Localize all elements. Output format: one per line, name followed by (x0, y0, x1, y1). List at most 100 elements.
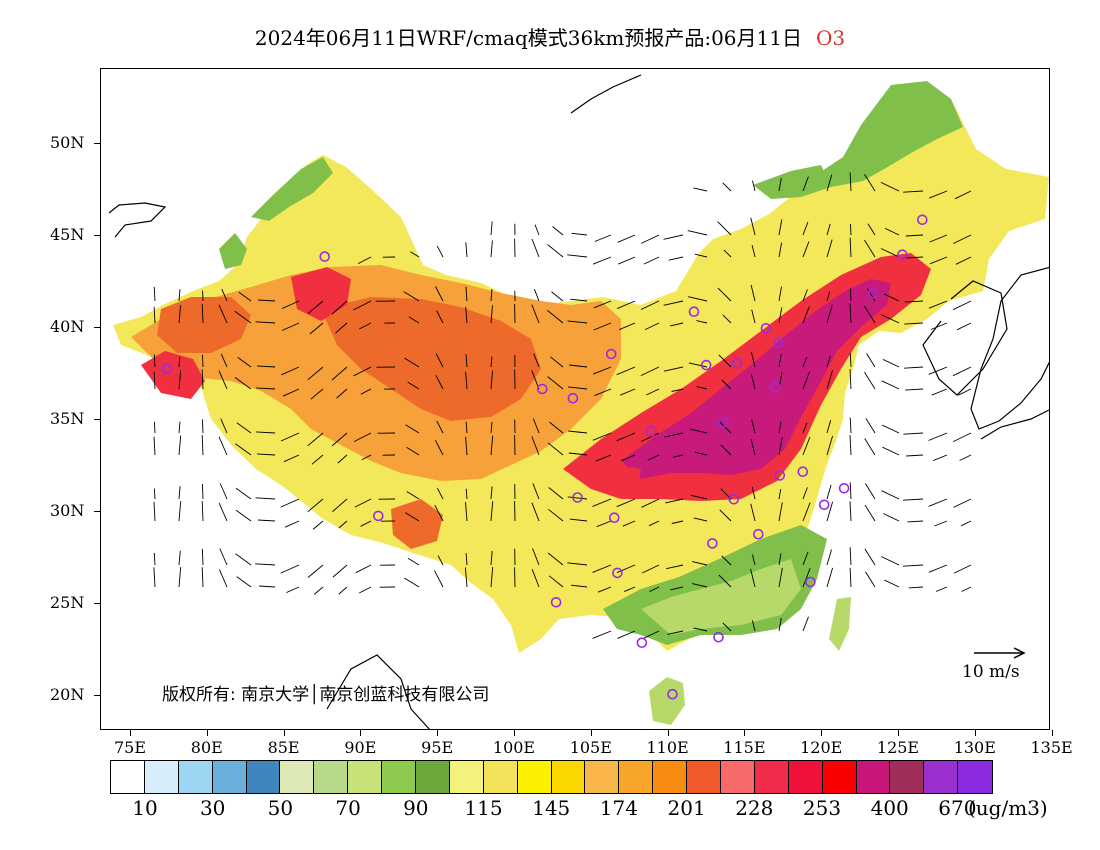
wind-vector (928, 564, 948, 573)
wind-vector (826, 501, 834, 522)
wind-vector (722, 182, 732, 192)
lon-label: 120E (800, 738, 843, 757)
wind-vector (465, 553, 468, 566)
wind-vector (884, 579, 900, 588)
wind-vector (465, 371, 468, 390)
wind-vector (547, 310, 564, 324)
wind-vector (826, 291, 831, 302)
wind-vector (331, 432, 348, 447)
lon-tick (437, 730, 439, 736)
wind-vector (435, 286, 444, 302)
wind-vector (153, 567, 156, 588)
wind-vector (234, 310, 252, 324)
wind-vector (778, 242, 783, 258)
wind-vector (750, 352, 756, 368)
wind-vector (283, 454, 300, 463)
wind-vector (930, 322, 948, 330)
wind-vector (849, 482, 852, 500)
wind-vector (201, 500, 204, 522)
monitoring-station (897, 249, 908, 260)
wind-vector (750, 503, 756, 522)
wind-vector (960, 520, 972, 527)
wind-vector (751, 554, 756, 566)
wind-vector (437, 555, 444, 566)
wind-vector (673, 454, 684, 458)
colorbar-swatch (111, 761, 145, 793)
wind-vector (286, 586, 300, 594)
wind-vector (531, 569, 540, 588)
monitoring-station (645, 425, 657, 437)
wind-vector (616, 564, 636, 574)
wind-vector (594, 388, 612, 397)
korea-coastline (922, 280, 1008, 396)
monitoring-station (707, 538, 718, 549)
wind-vector (802, 306, 810, 324)
wind-vector (903, 256, 924, 259)
wind-vector (696, 320, 708, 324)
colorbar-swatch (246, 761, 281, 793)
colorbar-swatch (924, 761, 959, 793)
wind-vector (153, 436, 156, 456)
lon-tick (360, 730, 362, 736)
wind-vector (568, 452, 588, 456)
wind-vector (201, 483, 204, 500)
wind-vector (532, 418, 540, 434)
wind-vector (866, 353, 876, 368)
wind-vector (670, 322, 684, 327)
wind-vector (881, 490, 900, 500)
wind-vector (435, 375, 444, 390)
wind-vector (849, 352, 852, 368)
wind-vector (256, 365, 276, 368)
japan-coastline (980, 409, 1049, 440)
wind-vector (849, 501, 852, 522)
wind-vector (567, 254, 588, 258)
wind-vector (952, 366, 972, 377)
wind-vector (153, 552, 156, 566)
wind-vector (849, 303, 852, 324)
wind-vector (353, 300, 372, 311)
wind-vector (331, 366, 348, 381)
wind-vector (802, 422, 808, 434)
wind-vector (236, 576, 252, 588)
wind-vector (802, 616, 809, 632)
wind-vector (548, 575, 564, 588)
wind-vector (153, 371, 156, 390)
lon-tick (974, 730, 976, 736)
wind-vector (568, 386, 588, 390)
wind-vector (551, 291, 564, 302)
wind-vector (778, 354, 782, 368)
monitoring-station (612, 567, 623, 579)
wind-vector (178, 305, 182, 324)
monitoring-station (916, 214, 928, 226)
wind-vector (954, 190, 972, 200)
wind-vector (688, 362, 708, 368)
wind-vector (436, 310, 444, 324)
monitoring-station (572, 492, 583, 503)
wind-vector (750, 438, 756, 456)
wind-vector (849, 368, 852, 390)
wind-vector (778, 502, 783, 522)
wind-vector (256, 387, 276, 390)
colorbar-swatch (653, 761, 688, 793)
wind-vector (778, 553, 782, 566)
wind-vector (881, 424, 900, 434)
lat-label: 40N (50, 317, 85, 336)
wind-vector (490, 356, 493, 368)
wind-vector (849, 435, 852, 456)
wind-vector (752, 180, 756, 192)
wind-vector (849, 172, 852, 192)
monitoring-station (838, 482, 850, 494)
wind-vector (153, 354, 156, 368)
wind-vector (641, 498, 660, 508)
wind-vector (778, 219, 783, 236)
copyright-text: 版权所有: 南京大学│南京创蓝科技有限公司 (162, 685, 490, 705)
wind-vector (311, 454, 324, 465)
colorbar-swatch (822, 761, 857, 793)
wind-vector (723, 249, 732, 258)
lat-tick (94, 235, 100, 236)
colorbar-label: 670 (938, 796, 977, 820)
monitoring-station (688, 306, 700, 317)
monitoring-station (608, 512, 620, 524)
wind-vector (201, 435, 204, 456)
